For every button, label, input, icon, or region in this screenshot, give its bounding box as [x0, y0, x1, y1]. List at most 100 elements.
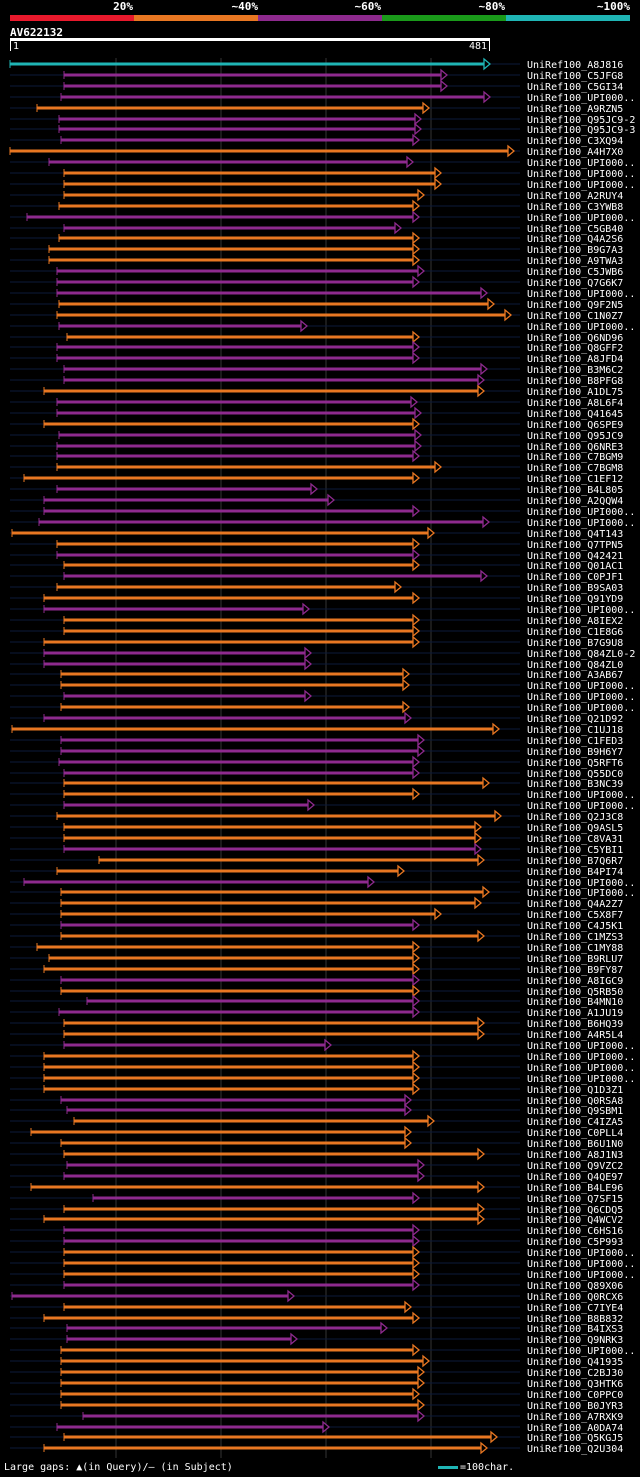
hit-label[interactable]: UniRef100_Q4T143 [527, 529, 623, 540]
hit-label[interactable]: UniRef100_Q7TPN5 [527, 540, 623, 551]
hit-label[interactable]: UniRef100_UPI000.. [527, 507, 635, 518]
hit-label[interactable]: UniRef100_A9RZN5 [527, 104, 623, 115]
hit-label[interactable]: UniRef100_UPI000.. [527, 158, 635, 169]
hit-label[interactable]: UniRef100_Q95JC9 [527, 431, 623, 442]
hit-label[interactable]: UniRef100_C5GB40 [527, 224, 623, 235]
hit-label[interactable]: UniRef100_B4PI74 [527, 867, 623, 878]
hit-label[interactable]: UniRef100_UPI000.. [527, 289, 635, 300]
hit-label[interactable]: UniRef100_A1JU19 [527, 1008, 623, 1019]
hit-label[interactable]: UniRef100_UPI000.. [527, 888, 635, 899]
hit-label[interactable]: UniRef100_Q7G6K7 [527, 278, 623, 289]
hit-label[interactable]: UniRef100_UPI000.. [527, 1041, 635, 1052]
hit-label[interactable]: UniRef100_B3NC39 [527, 779, 623, 790]
hit-label[interactable]: UniRef100_Q9SBM1 [527, 1106, 623, 1117]
hit-label[interactable]: UniRef100_UPI000.. [527, 518, 635, 529]
hit-label[interactable]: UniRef100_UPI000.. [527, 1259, 635, 1270]
hit-label[interactable]: UniRef100_UPI000.. [527, 605, 635, 616]
hit-label[interactable]: UniRef100_Q55DC0 [527, 769, 623, 780]
hit-label[interactable]: UniRef100_A8JFD4 [527, 354, 623, 365]
hit-label[interactable]: UniRef100_UPI000.. [527, 1248, 635, 1259]
hit-label[interactable]: UniRef100_A8IEX2 [527, 616, 623, 627]
hit-label[interactable]: UniRef100_Q9NRK3 [527, 1335, 623, 1346]
hit-label[interactable]: UniRef100_UPI000.. [527, 1074, 635, 1085]
hit-label[interactable]: UniRef100_B7G9U8 [527, 638, 623, 649]
hit-label[interactable]: UniRef100_Q1D3Z1 [527, 1085, 623, 1096]
hit-label[interactable]: UniRef100_A2QQW4 [527, 496, 623, 507]
hit-label[interactable]: UniRef100_B8PFG8 [527, 376, 623, 387]
hit-label[interactable]: UniRef100_C4J5K1 [527, 921, 623, 932]
hit-label[interactable]: UniRef100_UPI000.. [527, 1052, 635, 1063]
hit-label[interactable]: UniRef100_C8VA31 [527, 834, 623, 845]
hit-label[interactable]: UniRef100_B4MN10 [527, 997, 623, 1008]
hit-label[interactable]: UniRef100_Q2U304 [527, 1444, 623, 1455]
hit-label[interactable]: UniRef100_Q41935 [527, 1357, 623, 1368]
hit-label[interactable]: UniRef100_Q84ZL0 [527, 660, 623, 671]
hit-label[interactable]: UniRef100_B9RLU7 [527, 954, 623, 965]
hit-label[interactable]: UniRef100_C3YWB8 [527, 202, 623, 213]
hit-label[interactable]: UniRef100_UPI000.. [527, 1063, 635, 1074]
hit-label[interactable]: UniRef100_C5GI34 [527, 82, 623, 93]
hit-label[interactable]: UniRef100_C7BGM8 [527, 463, 623, 474]
hit-label[interactable]: UniRef100_B6HQ39 [527, 1019, 623, 1030]
hit-label[interactable]: UniRef100_A4H7X0 [527, 147, 623, 158]
hit-label[interactable]: UniRef100_UPI000.. [527, 180, 635, 191]
hit-label[interactable]: UniRef100_Q6CDQ5 [527, 1205, 623, 1216]
hit-label[interactable]: UniRef100_C5JFG8 [527, 71, 623, 82]
hit-label[interactable]: UniRef100_C5JWB6 [527, 267, 623, 278]
hit-label[interactable]: UniRef100_B4LE96 [527, 1183, 623, 1194]
hit-label[interactable]: UniRef100_C7IYE4 [527, 1303, 623, 1314]
hit-label[interactable]: UniRef100_B3M6C2 [527, 365, 623, 376]
hit-label[interactable]: UniRef100_A9TWA3 [527, 256, 623, 267]
hit-label[interactable]: UniRef100_B7Q6R7 [527, 856, 623, 867]
hit-label[interactable]: UniRef100_A8IGC9 [527, 976, 623, 987]
hit-label[interactable]: UniRef100_A7RXK9 [527, 1412, 623, 1423]
hit-label[interactable]: UniRef100_Q89X06 [527, 1281, 623, 1292]
hit-label[interactable]: UniRef100_C1MZS3 [527, 932, 623, 943]
hit-label[interactable]: UniRef100_C6HS16 [527, 1226, 623, 1237]
hit-label[interactable]: UniRef100_B4L805 [527, 485, 623, 496]
hit-label[interactable]: UniRef100_Q6NRE3 [527, 442, 623, 453]
hit-label[interactable]: UniRef100_C1EF12 [527, 474, 623, 485]
hit-label[interactable]: UniRef100_A1DL75 [527, 387, 623, 398]
hit-label[interactable]: UniRef100_C2BJ30 [527, 1368, 623, 1379]
hit-label[interactable]: UniRef100_UPI000.. [527, 93, 635, 104]
hit-label[interactable]: UniRef100_C5X8F7 [527, 910, 623, 921]
hit-label[interactable]: UniRef100_Q6ND96 [527, 333, 623, 344]
hit-label[interactable]: UniRef100_Q9VZC2 [527, 1161, 623, 1172]
hit-label[interactable]: UniRef100_B4IXS3 [527, 1324, 623, 1335]
hit-label[interactable]: UniRef100_C1UJ18 [527, 725, 623, 736]
hit-label[interactable]: UniRef100_UPI000.. [527, 703, 635, 714]
hit-label[interactable]: UniRef100_Q5RFT6 [527, 758, 623, 769]
hit-label[interactable]: UniRef100_A4R5L4 [527, 1030, 623, 1041]
hit-label[interactable]: UniRef100_UPI000.. [527, 169, 635, 180]
hit-label[interactable]: UniRef100_UPI000.. [527, 213, 635, 224]
hit-label[interactable]: UniRef100_Q9F2N5 [527, 300, 623, 311]
hit-label[interactable]: UniRef100_C1FED3 [527, 736, 623, 747]
hit-label[interactable]: UniRef100_Q4WCV2 [527, 1215, 623, 1226]
hit-label[interactable]: UniRef100_UPI000.. [527, 1270, 635, 1281]
hit-label[interactable]: UniRef100_C7BGM9 [527, 452, 623, 463]
hit-label[interactable]: UniRef100_Q91YD9 [527, 594, 623, 605]
hit-label[interactable]: UniRef100_Q3HTK6 [527, 1379, 623, 1390]
hit-label[interactable]: UniRef100_UPI000.. [527, 681, 635, 692]
hit-label[interactable]: UniRef100_A0DA74 [527, 1423, 623, 1434]
hit-label[interactable]: UniRef100_Q0RSA8 [527, 1096, 623, 1107]
hit-label[interactable]: UniRef100_Q8GFF2 [527, 343, 623, 354]
hit-label[interactable]: UniRef100_UPI000.. [527, 801, 635, 812]
hit-label[interactable]: UniRef100_Q95JC9-2 [527, 115, 635, 126]
hit-label[interactable]: UniRef100_A2RUY4 [527, 191, 623, 202]
hit-label[interactable]: UniRef100_Q2J3C8 [527, 812, 623, 823]
hit-label[interactable]: UniRef100_Q5KGJ5 [527, 1433, 623, 1444]
hit-label[interactable]: UniRef100_Q95JC9-3 [527, 125, 635, 136]
hit-label[interactable]: UniRef100_C1MY88 [527, 943, 623, 954]
hit-label[interactable]: UniRef100_C1N0Z7 [527, 311, 623, 322]
hit-label[interactable]: UniRef100_Q7SF15 [527, 1194, 623, 1205]
hit-label[interactable]: UniRef100_B9H6Y7 [527, 747, 623, 758]
hit-label[interactable]: UniRef100_Q5RB50 [527, 987, 623, 998]
hit-label[interactable]: UniRef100_C0PLL4 [527, 1128, 623, 1139]
hit-label[interactable]: UniRef100_UPI000.. [527, 1346, 635, 1357]
hit-label[interactable]: UniRef100_Q41645 [527, 409, 623, 420]
hit-label[interactable]: UniRef100_B9FY87 [527, 965, 623, 976]
hit-label[interactable]: UniRef100_Q4A2Z7 [527, 899, 623, 910]
hit-label[interactable]: UniRef100_C5YBI1 [527, 845, 623, 856]
